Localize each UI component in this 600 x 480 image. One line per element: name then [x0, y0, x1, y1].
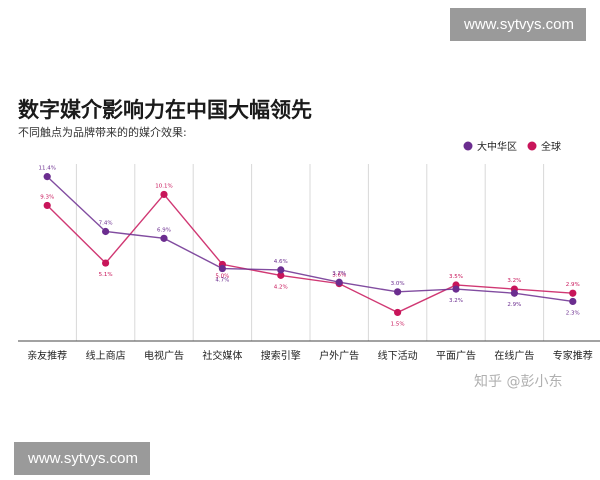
data-label: 3.2%: [507, 278, 521, 284]
x-tick-label: 电视广告: [144, 349, 184, 362]
data-label: 9.3%: [40, 194, 54, 200]
data-label: 3.0%: [391, 281, 405, 287]
chart-panel: 数字媒介影响力在中国大幅领先 不同触点为品牌带来的的媒介效果: 亲友推荐 线上商店…: [0, 60, 600, 408]
chart-title: 数字媒介影响力在中国大幅领先: [18, 98, 312, 122]
data-point: [218, 264, 226, 273]
data-point: [277, 266, 285, 274]
data-label: 4.6%: [274, 259, 288, 265]
data-label: 3.5%: [449, 274, 463, 280]
data-label: 2.9%: [566, 282, 580, 288]
data-label: 10.1%: [155, 183, 172, 189]
data-point: [277, 271, 285, 279]
data-point: [394, 288, 402, 296]
data-point: [452, 285, 460, 293]
data-point: [43, 201, 51, 210]
x-tick-label: 线下活动: [378, 349, 418, 362]
data-label: 7.4%: [99, 220, 113, 226]
data-label: 2.9%: [507, 302, 521, 308]
legend-swatch: [463, 141, 473, 151]
data-label: 4.7%: [215, 278, 229, 284]
chart-subtitle: 不同触点为品牌带来的的媒介效果:: [18, 126, 187, 139]
data-point: [102, 227, 110, 236]
data-point: [569, 297, 577, 306]
watermark-bottom: www.sytvys.com: [14, 442, 150, 475]
x-tick-label: 搜索引擎: [261, 349, 301, 362]
data-label: 3.6%: [332, 273, 346, 279]
legend-label: 大中华区: [477, 140, 517, 153]
data-point: [569, 289, 577, 297]
data-point: [102, 259, 110, 267]
data-point: [160, 234, 168, 242]
series-line-0: [46, 176, 573, 303]
x-tick-label: 专家推荐: [553, 349, 593, 362]
data-point: [394, 308, 402, 317]
data-label: 3.2%: [449, 298, 463, 304]
x-tick-label: 社交媒体: [202, 349, 242, 362]
series-line-1: [46, 193, 573, 314]
data-label: 5.0%: [215, 273, 229, 279]
x-tick-label: 亲友推荐: [27, 349, 67, 362]
data-label: 5.1%: [99, 272, 113, 278]
data-label: 3.7%: [332, 271, 346, 277]
x-tick-label: 在线广告: [494, 349, 534, 362]
legend-label: 全球: [541, 140, 561, 153]
data-label: 4.2%: [274, 284, 288, 290]
legend-swatch: [527, 141, 537, 151]
x-tick-label: 平面广告: [436, 349, 476, 362]
data-label: 2.3%: [566, 310, 580, 316]
line-chart: 亲友推荐 线上商店 电视广告 社交媒体 搜索引擎 户外广告 线下活动 平面广告 在线广告 专家推荐…: [18, 140, 600, 390]
watermark-top: www.sytvys.com: [450, 8, 586, 41]
data-point: [43, 173, 51, 181]
x-tick-label: 线上商店: [86, 349, 126, 362]
x-tick-label: 户外广告: [319, 349, 359, 362]
data-point: [510, 289, 518, 297]
data-point: [160, 190, 168, 199]
data-label: 6.9%: [157, 227, 171, 233]
credit-text: 知乎 @彭小东: [474, 373, 562, 390]
data-point: [335, 278, 343, 286]
data-label: 11.4%: [38, 166, 55, 172]
data-label: 1.5%: [391, 321, 405, 327]
